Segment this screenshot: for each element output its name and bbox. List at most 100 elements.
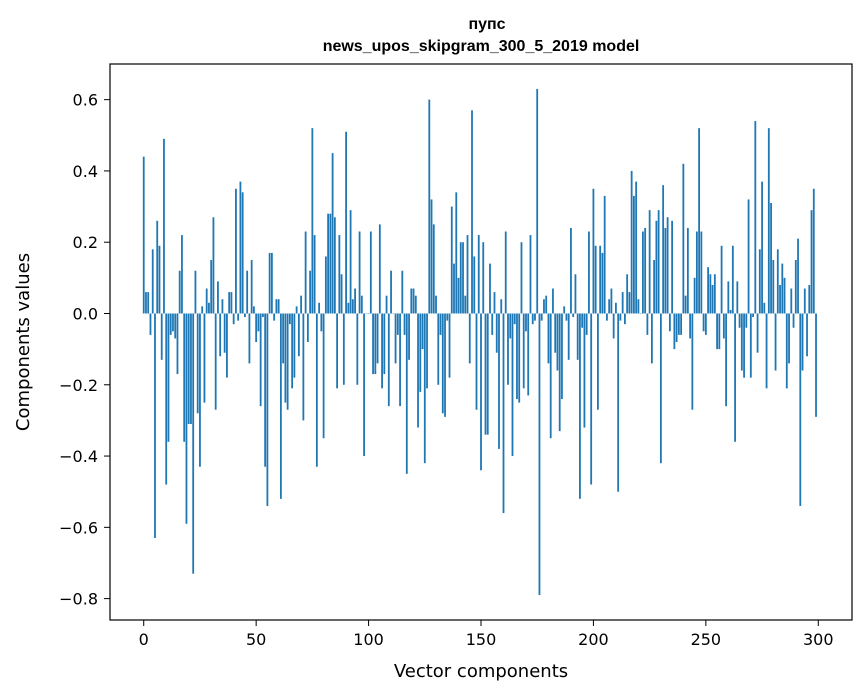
bar-136 <box>448 313 451 378</box>
bar-90 <box>345 131 347 314</box>
bar-255 <box>716 313 718 350</box>
bar-27 <box>203 313 206 403</box>
bar-72 <box>304 231 307 314</box>
bar-63 <box>284 313 287 403</box>
bar-235 <box>671 220 674 314</box>
bar-88 <box>340 274 343 314</box>
y-axis: −0.8 −0.6 −0.4 −0.2 0.0 0.2 0.4 0.6 <box>59 91 110 609</box>
bar-156 <box>493 292 496 314</box>
bar-9 <box>163 138 165 314</box>
bar-238 <box>677 313 680 335</box>
bar-62 <box>282 313 285 364</box>
bar-102 <box>372 313 374 375</box>
bar-13 <box>172 313 174 332</box>
bar-275 <box>761 181 763 314</box>
bar-161 <box>504 231 507 314</box>
bar-144 <box>466 235 469 314</box>
bar-159 <box>500 299 503 314</box>
bar-129 <box>432 224 435 314</box>
bar-176 <box>538 313 541 596</box>
x-tick-label: 50 <box>246 630 266 649</box>
bar-240 <box>682 163 685 314</box>
bar-128 <box>430 199 433 314</box>
bar-195 <box>581 313 584 328</box>
bar-71 <box>302 313 305 421</box>
bar-266 <box>740 313 743 371</box>
bar-175 <box>536 88 539 314</box>
bar-153 <box>486 313 489 435</box>
bar-105 <box>378 224 381 314</box>
bar-186 <box>561 313 563 400</box>
bar-201 <box>594 245 597 314</box>
bar-20 <box>187 313 190 424</box>
bar-207 <box>608 299 611 314</box>
bar-74 <box>309 270 312 314</box>
bar-16 <box>178 270 181 314</box>
bar-248 <box>700 231 703 314</box>
bar-120 <box>412 288 415 314</box>
bar-35 <box>221 299 224 314</box>
bar-38 <box>228 292 231 314</box>
bar-169 <box>522 313 525 389</box>
bar-209 <box>612 313 615 339</box>
y-tick-label: 0.2 <box>73 233 98 252</box>
bar-46 <box>246 270 249 314</box>
bar-47 <box>248 313 251 364</box>
bar-292 <box>799 313 802 506</box>
bar-83 <box>329 213 332 314</box>
bar-26 <box>201 306 204 314</box>
bar-259 <box>725 313 727 407</box>
bar-133 <box>441 313 444 414</box>
bar-95 <box>356 313 359 385</box>
bar-76 <box>313 235 316 314</box>
bar-227 <box>653 260 656 314</box>
bar-246 <box>695 231 698 314</box>
bar-273 <box>756 313 759 353</box>
bar-44 <box>241 192 244 314</box>
bar-32 <box>214 313 217 410</box>
bar-23 <box>194 270 197 314</box>
bar-276 <box>763 302 766 314</box>
bar-263 <box>734 313 736 442</box>
bar-187 <box>563 306 566 314</box>
bar-194 <box>579 313 581 499</box>
bar-228 <box>655 220 658 314</box>
bar-224 <box>646 313 649 335</box>
bar-295 <box>806 313 808 357</box>
x-tick-label: 300 <box>803 630 834 649</box>
bar-239 <box>680 313 683 335</box>
bar-192 <box>574 274 577 314</box>
bar-214 <box>624 313 626 325</box>
x-axis: 0 50 100 150 200 250 300 <box>139 620 834 649</box>
bar-264 <box>736 281 739 314</box>
bar-267 <box>743 313 745 378</box>
bar-183 <box>554 313 557 353</box>
bar-282 <box>776 249 779 314</box>
bar-110 <box>390 270 392 314</box>
bar-191 <box>572 313 575 318</box>
bar-122 <box>417 313 419 428</box>
bar-40 <box>232 313 235 325</box>
bar-190 <box>570 227 572 314</box>
bar-258 <box>722 313 725 339</box>
bar-231 <box>662 185 665 314</box>
bar-121 <box>414 295 417 314</box>
bar-91 <box>347 302 350 314</box>
x-tick-label: 250 <box>691 630 722 649</box>
bar-109 <box>387 313 390 407</box>
bar-126 <box>426 313 428 389</box>
bar-225 <box>648 210 651 314</box>
bar-199 <box>590 313 593 485</box>
bar-283 <box>779 284 781 314</box>
bar-164 <box>511 313 514 457</box>
bar-87 <box>338 235 341 314</box>
bar-2 <box>147 292 150 314</box>
bar-223 <box>644 227 647 314</box>
bar-220 <box>637 299 640 314</box>
bar-204 <box>601 252 604 314</box>
bar-166 <box>516 313 518 400</box>
y-tick-label: 0.6 <box>73 91 98 110</box>
bar-51 <box>257 313 260 332</box>
bar-152 <box>484 313 487 435</box>
bar-210 <box>615 302 617 314</box>
